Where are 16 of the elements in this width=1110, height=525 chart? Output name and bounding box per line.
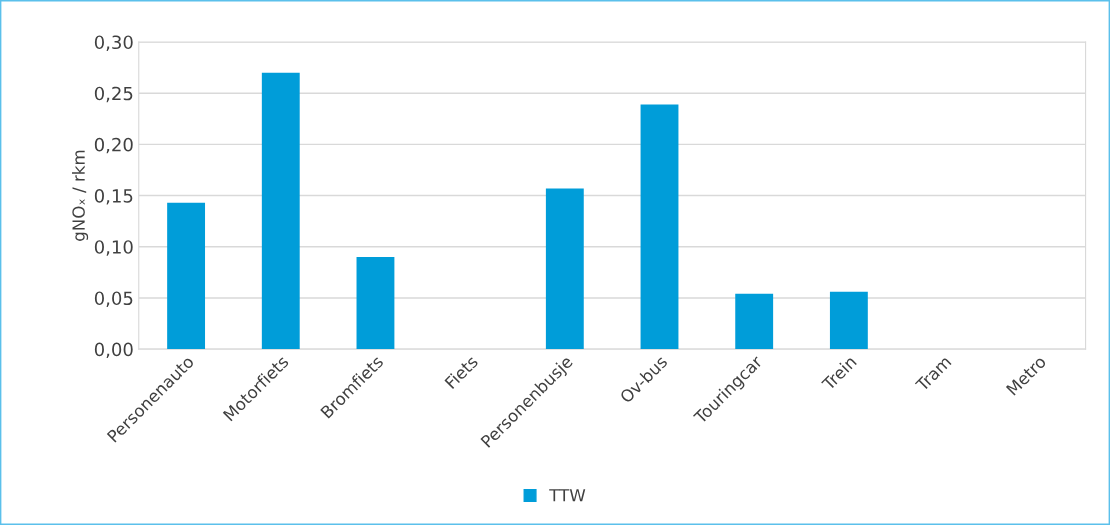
bar <box>545 188 584 350</box>
bar <box>167 202 206 350</box>
y-tick-label: 0,00 <box>94 342 133 359</box>
bar <box>829 291 868 350</box>
legend-label: TTW <box>549 489 586 502</box>
y-tick-label: 0,05 <box>94 291 133 307</box>
bar <box>261 72 300 350</box>
bar <box>735 293 774 350</box>
bar <box>640 104 679 350</box>
y-tick-label: 0,30 <box>94 35 133 51</box>
y-tick-label: 0,10 <box>94 240 133 256</box>
y-tick-label: 0,20 <box>94 137 133 154</box>
y-tick-label: 0,15 <box>94 189 133 205</box>
y-tick-label: 0,25 <box>94 86 133 103</box>
bar <box>356 256 395 350</box>
y-axis-title: gNOₓ / rkm <box>72 150 89 241</box>
